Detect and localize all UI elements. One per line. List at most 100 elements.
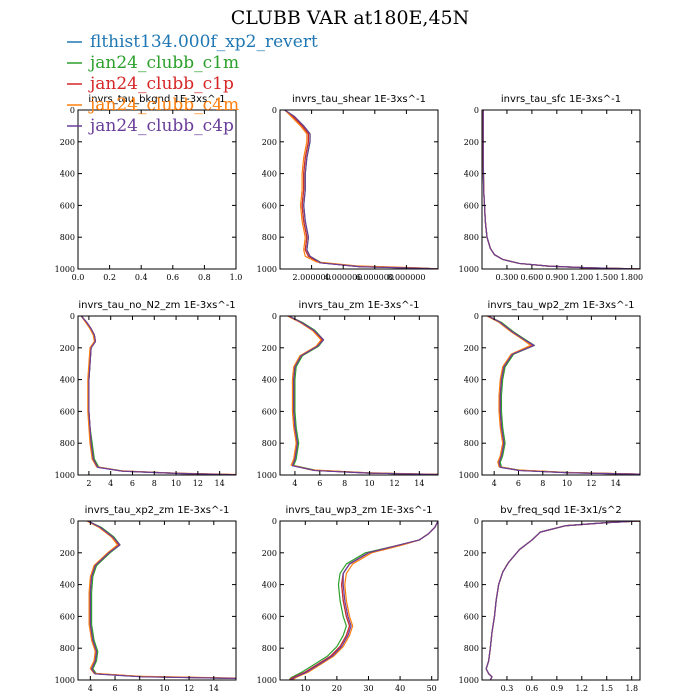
y-tick-label: 0 (70, 312, 75, 321)
y-tick-label: 400 (464, 170, 479, 179)
panel-8-frame (279, 520, 439, 681)
panel-8-series-3 (288, 521, 438, 680)
x-tick-label: 10 (562, 479, 572, 488)
x-tick-label: 0.6 (166, 273, 179, 282)
x-tick-label: 0.9 (550, 684, 563, 693)
x-tick-label: 20 (332, 684, 342, 693)
legend-label: flthist134.000f_xp2_revert (90, 32, 318, 52)
x-tick-label: 4 (88, 684, 93, 693)
x-tick-label: 4 (492, 479, 497, 488)
panel-7-series-4 (86, 521, 236, 679)
x-tick-label: 14 (215, 479, 225, 488)
y-tick-label: 0 (474, 312, 479, 321)
legend-label: jan24_clubb_c1p (88, 74, 234, 94)
legend-item: flthist134.000f_xp2_revert (67, 32, 318, 52)
panel-3-frame (481, 109, 641, 270)
panel-9-series-3 (485, 521, 640, 680)
panel-3-series-2 (482, 110, 640, 269)
panel-3-series-1 (482, 110, 640, 269)
x-tick-label: 10 (159, 684, 169, 693)
y-tick-label: 400 (60, 581, 75, 590)
x-tick-label: 1.8 (625, 684, 638, 693)
legend: flthist134.000f_xp2_revertjan24_clubb_c1… (67, 32, 318, 136)
x-tick-label: 14 (209, 684, 219, 693)
x-tick-label: 12 (193, 479, 203, 488)
panel-5-series-5 (288, 316, 438, 475)
y-tick-label: 400 (60, 170, 75, 179)
x-tick-label: 0.3 (501, 684, 514, 693)
y-tick-label: 600 (262, 201, 277, 210)
panel-2-title: invrs_tau_shear 1E-3xs^-1 (292, 94, 426, 105)
panel-4-series-2 (80, 316, 236, 475)
panel-2-frame (279, 109, 439, 270)
panel-7-series-5 (87, 521, 236, 680)
x-tick-label: 0.4 (135, 273, 148, 282)
panel-3-series-4 (482, 110, 640, 269)
y-tick-label: 800 (60, 439, 75, 448)
legend-item: jan24_clubb_c1m (67, 53, 239, 73)
y-tick-label: 200 (464, 549, 479, 558)
panel-7-series-2 (87, 521, 236, 680)
panel-1: 0.0 0.2 0.4 0.6 0.8 1.0 0 200 400 600 800 1000 invrs… (55, 94, 243, 282)
x-tick-label: 2.000000 (293, 273, 331, 282)
x-tick-label: 10 (300, 684, 310, 693)
panel-3-series-5 (482, 110, 640, 269)
panel-6-frame (481, 315, 641, 476)
y-tick-label: 600 (262, 407, 277, 416)
y-tick-label: 0 (474, 106, 479, 115)
y-tick-label: 200 (464, 344, 479, 353)
panel-5-frame (279, 315, 439, 476)
panel-4-series-4 (80, 316, 236, 475)
panel-1-title: invrs_tau_bkgnd 1E-3xs^-1 (88, 94, 225, 105)
y-tick-label: 1000 (257, 265, 277, 274)
y-tick-label: 800 (60, 644, 75, 653)
panel-grid: 0.0 0.2 0.4 0.6 0.8 1.002004006008001000invrs… (55, 94, 643, 693)
x-tick-label: 1.800 (620, 273, 643, 282)
x-tick-label: 0.600 (520, 273, 543, 282)
panel-9-series-1 (485, 521, 640, 680)
panel-5-series-4 (286, 316, 438, 475)
legend-label: jan24_clubb_c1m (88, 53, 239, 73)
panel-1-frame (77, 109, 237, 270)
x-tick-label: 4 (108, 479, 113, 488)
panel-5-series-2 (288, 316, 438, 475)
panel-6: 4 6 8 10 12 14 0 200 400 600 800 1000 invrs_tau_wp2_… (459, 300, 641, 488)
y-tick-label: 800 (262, 233, 277, 242)
panel-9-title: bv_freq_sqd 1E-3x1/s^2 (500, 505, 622, 516)
panel-6-series-5 (487, 316, 640, 475)
panel-3-series-3 (482, 110, 640, 269)
x-tick-label: 0.6 (526, 684, 539, 693)
panel-3: 0.300 0.600 0.900 1.200 1.500 1.800 0 200 400 600… (459, 94, 643, 282)
x-tick-label: 14 (414, 479, 424, 488)
y-tick-label: 600 (464, 612, 479, 621)
y-tick-label: 800 (464, 233, 479, 242)
panel-5-title: invrs_tau_zm 1E-3xs^-1 (298, 300, 419, 311)
y-tick-label: 1000 (55, 471, 75, 480)
y-tick-label: 600 (464, 407, 479, 416)
y-tick-label: 800 (262, 439, 277, 448)
x-tick-label: 12 (184, 684, 194, 693)
panel-6-title: invrs_tau_wp2_zm 1E-3xs^-1 (488, 300, 635, 311)
panel-9: 0.3 0.6 0.9 1.2 1.5 1.8 0 200 400 600 800 1000 bv_fr… (459, 505, 641, 693)
x-tick-label: 14 (611, 479, 621, 488)
legend-item: jan24_clubb_c1p (67, 74, 234, 94)
panel-2-series-5 (284, 110, 438, 269)
x-tick-label: 8 (342, 479, 347, 488)
panel-5-series-1 (288, 316, 438, 475)
panel-5-series-3 (288, 316, 438, 475)
panel-4-title: invrs_tau_no_N2_zm 1E-3xs^-1 (78, 300, 235, 311)
x-tick-label: 1.500 (595, 273, 618, 282)
x-tick-label: 1.2 (575, 684, 588, 693)
y-tick-label: 400 (60, 376, 75, 385)
figure-title: CLUBB VAR at180E,45N (231, 7, 470, 29)
x-tick-label: 0.900 (545, 273, 568, 282)
panel-9-series-2 (485, 521, 640, 680)
panel-9-series-4 (485, 521, 640, 680)
panel-5: 4 6 8 10 12 14 0 200 400 600 800 1000 invrs_tau_zm 1… (257, 300, 439, 488)
y-tick-label: 0 (272, 106, 277, 115)
panel-4-series-5 (80, 316, 236, 475)
x-tick-label: 50 (427, 684, 437, 693)
panel-8-series-5 (290, 521, 438, 680)
x-tick-label: 30 (363, 684, 373, 693)
